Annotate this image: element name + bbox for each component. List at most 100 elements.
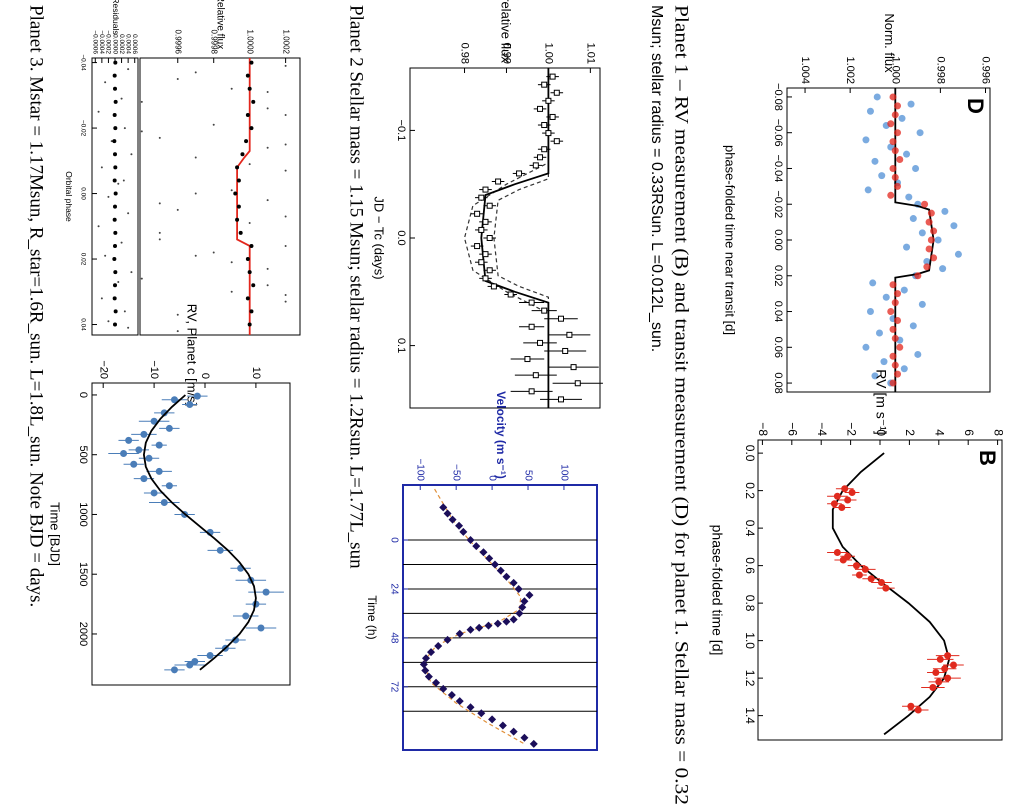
data-point <box>155 467 163 475</box>
data-point <box>266 146 269 149</box>
data-point <box>515 609 524 618</box>
data-point <box>545 97 552 104</box>
data-point <box>520 733 529 742</box>
value-tick-label: −6 <box>786 422 800 436</box>
data-point <box>528 323 535 330</box>
value-tick-label: 0.9996 <box>174 30 183 55</box>
data-point <box>97 225 100 228</box>
data-point <box>127 68 130 71</box>
value-tick-label: −20 <box>97 360 109 379</box>
data-point <box>914 272 922 280</box>
data-point <box>898 114 906 122</box>
data-point <box>869 279 877 287</box>
data-point <box>889 352 897 360</box>
data-point <box>927 236 935 244</box>
data-point <box>284 244 287 247</box>
data-point <box>191 657 199 665</box>
data-point <box>123 127 126 130</box>
value-tick-label: 1.0002 <box>282 30 291 55</box>
data-point <box>516 170 523 177</box>
time-axis-title: phase-folded time [d] <box>709 525 725 656</box>
data-point <box>140 130 143 133</box>
data-point <box>112 139 117 144</box>
value-axis-title: Relative flux <box>214 0 225 49</box>
value-tick-label: 1.002 <box>844 56 856 84</box>
data-point <box>889 138 897 146</box>
data-point <box>520 597 529 606</box>
data-point <box>236 204 241 209</box>
data-point <box>478 194 485 201</box>
value-tick-label: −0.0002 <box>105 30 112 54</box>
time-tick-label: 2000 <box>77 622 89 646</box>
data-point <box>455 521 464 530</box>
data-point <box>140 430 148 438</box>
time-tick-label: 0.00 <box>79 187 86 200</box>
data-point <box>212 251 215 254</box>
data-point <box>244 139 249 144</box>
data-point <box>475 623 484 632</box>
data-point <box>507 291 514 298</box>
data-point <box>549 73 556 80</box>
value-tick-label: −0.0004 <box>98 30 105 54</box>
caption: Planet 3. Mstar = 1.17Msun, R_star=1.6R_… <box>26 5 47 607</box>
data-point <box>455 697 464 706</box>
data-point <box>916 129 924 137</box>
data-point <box>484 621 493 630</box>
data-point <box>284 169 287 172</box>
data-point <box>466 536 475 545</box>
data-point <box>903 243 911 251</box>
data-point <box>557 315 564 322</box>
data-point <box>150 489 158 497</box>
data-point <box>528 299 535 306</box>
time-tick-label: 0.04 <box>772 301 784 322</box>
data-point <box>130 153 133 156</box>
data-point <box>230 290 233 293</box>
plot-frame <box>139 57 301 336</box>
data-point <box>894 129 902 137</box>
time-tick-label: 0.2 <box>743 482 757 499</box>
data-point <box>482 186 489 193</box>
data-point <box>113 309 118 314</box>
data-point <box>284 294 287 297</box>
value-tick-label: 0.0006 <box>131 34 138 54</box>
data-point <box>482 218 489 225</box>
data-point <box>490 283 497 290</box>
time-tick-label: 1.2 <box>743 670 757 687</box>
data-point <box>478 226 485 233</box>
data-point <box>249 309 254 314</box>
data-point <box>914 706 922 714</box>
data-point <box>112 217 117 222</box>
data-point <box>549 113 556 120</box>
time-tick-label: 0 <box>388 537 399 543</box>
data-point <box>130 271 133 274</box>
value-tick-label: 0 <box>199 373 211 379</box>
data-point <box>532 162 539 169</box>
data-point <box>249 60 254 65</box>
data-point <box>233 191 238 196</box>
data-point <box>905 193 913 201</box>
data-point <box>833 549 841 556</box>
data-point <box>235 165 240 170</box>
data-point <box>123 310 126 313</box>
value-tick-label: 0.996 <box>980 56 992 84</box>
data-point <box>839 556 847 564</box>
value-tick-label: 1.01 <box>584 43 596 64</box>
plot-frame <box>757 439 1003 741</box>
data-point <box>474 243 481 250</box>
data-point <box>887 308 895 316</box>
data-point <box>866 107 874 115</box>
data-point <box>443 635 452 644</box>
data-point <box>104 254 107 257</box>
panel-label: D <box>963 98 988 114</box>
value-tick-label: 0 <box>874 429 888 436</box>
data-point <box>257 624 265 632</box>
data-point <box>498 721 507 730</box>
data-point <box>930 227 938 235</box>
data-point <box>236 178 241 183</box>
data-point <box>873 93 881 101</box>
data-point <box>909 215 917 223</box>
data-point <box>941 665 949 673</box>
data-point <box>493 619 502 628</box>
data-point <box>266 107 269 110</box>
